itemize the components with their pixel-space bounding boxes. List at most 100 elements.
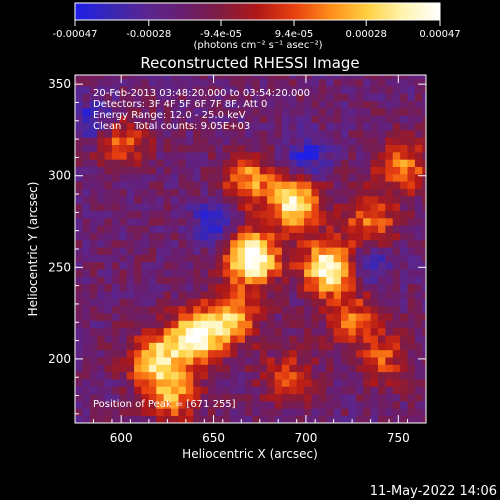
heatmap-cell	[89, 291, 98, 299]
heatmap-cell	[230, 210, 238, 219]
heatmap-cell	[208, 210, 216, 219]
heatmap-cell	[289, 313, 298, 321]
heatmap-cell	[385, 173, 394, 182]
heatmap-cell	[311, 93, 320, 102]
heatmap-cell	[163, 357, 172, 365]
heatmap-cell	[422, 298, 427, 307]
heatmap-cell	[333, 195, 342, 204]
heatmap-cell	[97, 173, 105, 182]
heatmap-cell	[178, 115, 187, 124]
heatmap-cell	[281, 100, 290, 109]
heatmap-cell	[311, 225, 320, 233]
heatmap-cell	[259, 129, 268, 138]
heatmap-cell	[148, 93, 157, 102]
heatmap-cell	[304, 401, 312, 409]
heatmap-cell	[355, 408, 364, 417]
heatmap-cell	[163, 320, 172, 329]
chart-title: Reconstructed RHESSI Image	[140, 54, 359, 72]
heatmap-cell	[355, 85, 364, 94]
heatmap-cell	[185, 261, 194, 270]
heatmap-cell	[215, 283, 224, 292]
heatmap-cell	[119, 379, 128, 387]
heatmap-cell	[422, 115, 427, 124]
heatmap-cell	[281, 283, 290, 292]
heatmap-cell	[296, 313, 305, 321]
heatmap-cell	[341, 261, 349, 270]
heatmap-cell	[163, 75, 172, 80]
heatmap-cell	[208, 144, 216, 153]
heatmap-cell	[341, 203, 349, 211]
heatmap-cell	[215, 327, 224, 336]
heatmap-cell	[252, 335, 261, 343]
heatmap-cell	[111, 232, 120, 241]
heatmap-cell	[400, 225, 408, 233]
heatmap-cell	[377, 276, 386, 285]
heatmap-cell	[193, 342, 202, 351]
heatmap-cell	[75, 247, 83, 255]
heatmap-cell	[215, 298, 224, 307]
heatmap-cell	[185, 173, 194, 182]
heatmap-cell	[156, 225, 165, 233]
heatmap-cell	[171, 195, 179, 204]
heatmap-cell	[126, 210, 135, 219]
heatmap-cell	[237, 210, 246, 219]
heatmap-cell	[163, 408, 172, 417]
heatmap-cell	[97, 261, 105, 270]
heatmap-cell	[171, 100, 179, 109]
heatmap-cell	[252, 371, 261, 380]
heatmap-cell	[363, 122, 371, 131]
heatmap-cell	[163, 203, 172, 211]
heatmap-cell	[363, 137, 371, 145]
x-tick-label: 750	[387, 431, 410, 445]
heatmap-cell	[318, 335, 327, 343]
heatmap-cell	[230, 85, 238, 94]
heatmap-cell	[141, 401, 150, 409]
heatmap-cell	[289, 144, 298, 153]
heatmap-cell	[215, 166, 224, 175]
heatmap-cell	[422, 357, 427, 365]
heatmap-cell	[97, 357, 105, 365]
heatmap-cell	[377, 261, 386, 270]
heatmap-cell	[333, 232, 342, 241]
heatmap-cell	[119, 85, 128, 94]
heatmap-cell	[318, 232, 327, 241]
heatmap-cell	[289, 298, 298, 307]
heatmap-cell	[348, 225, 357, 233]
heatmap-cell	[400, 371, 408, 380]
heatmap-cell	[215, 195, 224, 204]
heatmap-cell	[326, 371, 335, 380]
heatmap-cell	[281, 85, 290, 94]
heatmap-cell	[422, 166, 427, 175]
heatmap-cell	[274, 261, 283, 270]
heatmap-cell	[230, 335, 238, 343]
heatmap-cell	[141, 166, 150, 175]
heatmap-cell	[274, 225, 283, 233]
heatmap-cell	[422, 379, 427, 387]
heatmap-cell	[326, 283, 335, 292]
heatmap-cell	[97, 313, 105, 321]
heatmap-cell	[119, 269, 128, 277]
heatmap-cell	[89, 254, 98, 263]
heatmap-cell	[341, 100, 349, 109]
heatmap-cell	[141, 78, 150, 87]
heatmap-cell	[89, 393, 98, 402]
heatmap-cell	[97, 371, 105, 380]
heatmap-cell	[370, 151, 379, 160]
heatmap-cell	[237, 254, 246, 263]
heatmap-cell	[222, 85, 231, 94]
heatmap-cell	[392, 247, 401, 255]
heatmap-cell	[392, 357, 401, 365]
heatmap-cell	[267, 144, 275, 153]
heatmap-cell	[377, 239, 386, 248]
heatmap-cell	[222, 159, 231, 167]
heatmap-cell	[407, 151, 416, 160]
heatmap-cell	[281, 247, 290, 255]
heatmap-cell	[363, 181, 371, 189]
heatmap-cell	[311, 261, 320, 270]
heatmap-cell	[267, 291, 275, 299]
heatmap-cell	[185, 247, 194, 255]
heatmap-cell	[259, 401, 268, 409]
heatmap-cell	[304, 305, 312, 314]
heatmap-cell	[363, 173, 371, 182]
heatmap-cell	[259, 283, 268, 292]
